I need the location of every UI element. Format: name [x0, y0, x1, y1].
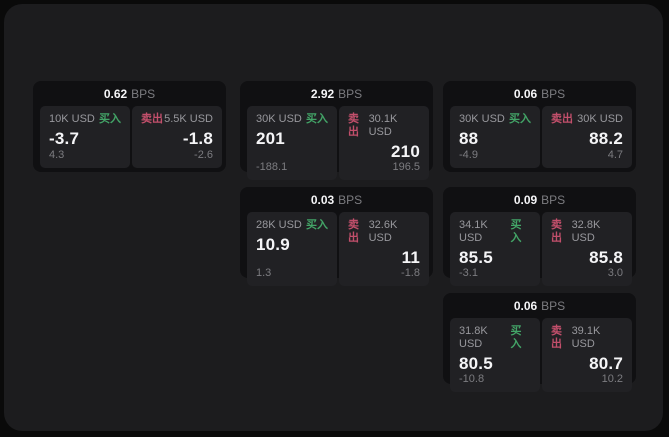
quote-card: 0.03 BPS 28K USD 买入 10.9 1.3 卖出 32.6K US… — [240, 187, 433, 286]
sell-side-label: 卖出 — [348, 219, 359, 244]
sell-panel[interactable]: 卖出 30.1K USD 210 196.5 — [339, 106, 429, 180]
buy-side-label: 买入 — [306, 113, 328, 125]
bps-value: 0.06 — [513, 86, 538, 101]
buy-panel[interactable]: 10K USD 买入 -3.7 4.3 — [40, 106, 130, 168]
sell-price-value: -1.8 — [182, 129, 213, 148]
bps-header: 0.03 BPS — [240, 187, 433, 212]
sell-price-value: 210 — [391, 142, 420, 161]
buy-panel[interactable]: 30K USD 买入 201 -188.1 — [247, 106, 337, 180]
buy-amount-label: 28K USD — [256, 219, 302, 231]
buy-price-value: 10.9 — [256, 235, 290, 254]
sell-amount-label: 32.8K USD — [571, 219, 601, 244]
bps-header: 2.92 BPS — [240, 81, 433, 106]
sell-change-value: 4.7 — [607, 149, 623, 161]
buy-panel[interactable]: 28K USD 买入 10.9 1.3 — [247, 212, 337, 286]
quote-card: 0.06 BPS 31.8K USD 买入 80.5 -10.8 卖出 39.1… — [443, 293, 636, 392]
sell-change-value: 10.2 — [601, 373, 623, 385]
bps-value: 0.09 — [513, 192, 538, 207]
bps-unit-label: BPS — [541, 192, 566, 207]
sell-price-value: 80.7 — [589, 354, 623, 373]
buy-price-value: 80.5 — [459, 354, 493, 373]
buy-panel[interactable]: 34.1K USD 买入 85.5 -3.1 — [450, 212, 540, 286]
sell-panel[interactable]: 卖出 32.6K USD 11 -1.8 — [339, 212, 429, 286]
quote-panels: 34.1K USD 买入 85.5 -3.1 卖出 32.8K USD 85.8… — [443, 212, 636, 290]
sell-side-label: 卖出 — [551, 113, 573, 125]
bps-unit-label: BPS — [541, 298, 566, 313]
bps-value: 0.62 — [103, 86, 128, 101]
buy-change-value: 1.3 — [256, 267, 272, 279]
sell-side-label: 卖出 — [141, 113, 163, 125]
quote-card: 0.62 BPS 10K USD 买入 -3.7 4.3 卖出 5.5K USD… — [33, 81, 226, 172]
buy-panel[interactable]: 30K USD 买入 88 -4.9 — [450, 106, 540, 168]
bps-header: 0.62 BPS — [33, 81, 226, 106]
bps-unit-label: BPS — [338, 192, 363, 207]
bps-unit-label: BPS — [541, 86, 566, 101]
sell-amount-label: 5.5K USD — [164, 113, 213, 125]
bps-unit-label: BPS — [338, 86, 363, 101]
buy-amount-label: 30K USD — [459, 113, 505, 125]
quote-card: 0.09 BPS 34.1K USD 买入 85.5 -3.1 卖出 32.8K… — [443, 187, 636, 286]
sell-side-label: 卖出 — [551, 325, 562, 350]
sell-panel[interactable]: 卖出 32.8K USD 85.8 3.0 — [542, 212, 632, 286]
bps-value: 0.06 — [513, 298, 538, 313]
sell-panel[interactable]: 卖出 30K USD 88.2 4.7 — [542, 106, 632, 168]
buy-change-value: -10.8 — [459, 373, 485, 385]
sell-panel[interactable]: 卖出 5.5K USD -1.8 -2.6 — [132, 106, 222, 168]
buy-panel[interactable]: 31.8K USD 买入 80.5 -10.8 — [450, 318, 540, 392]
quote-panels: 31.8K USD 买入 80.5 -10.8 卖出 39.1K USD 80.… — [443, 318, 636, 396]
sell-change-value: 196.5 — [392, 161, 420, 173]
buy-price-value: 85.5 — [459, 248, 493, 267]
buy-amount-label: 34.1K USD — [459, 219, 488, 244]
bps-header: 0.09 BPS — [443, 187, 636, 212]
buy-price-value: -3.7 — [49, 129, 80, 148]
buy-amount-label: 10K USD — [49, 113, 95, 125]
bps-header: 0.06 BPS — [443, 81, 636, 106]
quote-panels: 30K USD 买入 201 -188.1 卖出 30.1K USD 210 1… — [240, 106, 433, 184]
buy-side-label: 买入 — [510, 219, 522, 244]
app-window: 0.62 BPS 10K USD 买入 -3.7 4.3 卖出 5.5K USD… — [4, 4, 663, 431]
buy-price-value: 88 — [459, 129, 479, 148]
sell-change-value: 3.0 — [607, 267, 623, 279]
sell-side-label: 卖出 — [348, 113, 359, 138]
quote-panels: 10K USD 买入 -3.7 4.3 卖出 5.5K USD -1.8 -2.… — [33, 106, 226, 172]
sell-price-value: 11 — [401, 248, 420, 267]
sell-price-value: 85.8 — [589, 248, 623, 267]
buy-side-label: 买入 — [509, 113, 531, 125]
sell-panel[interactable]: 卖出 39.1K USD 80.7 10.2 — [542, 318, 632, 392]
bps-value: 2.92 — [310, 86, 335, 101]
buy-side-label: 买入 — [510, 325, 522, 350]
bps-value: 0.03 — [310, 192, 335, 207]
sell-amount-label: 32.6K USD — [368, 219, 398, 244]
buy-side-label: 买入 — [306, 219, 328, 231]
buy-change-value: -4.9 — [459, 149, 478, 161]
quote-panels: 30K USD 买入 88 -4.9 卖出 30K USD 88.2 4.7 — [443, 106, 636, 172]
sell-side-label: 卖出 — [551, 219, 562, 244]
sell-amount-label: 30K USD — [577, 113, 623, 125]
sell-price-value: 88.2 — [589, 129, 623, 148]
buy-side-label: 买入 — [99, 113, 121, 125]
quote-card: 0.06 BPS 30K USD 买入 88 -4.9 卖出 30K USD 8… — [443, 81, 636, 172]
sell-change-value: -2.6 — [194, 149, 213, 161]
bps-header: 0.06 BPS — [443, 293, 636, 318]
sell-amount-label: 30.1K USD — [368, 113, 398, 138]
sell-change-value: -1.8 — [401, 267, 420, 279]
sell-amount-label: 39.1K USD — [571, 325, 601, 350]
buy-change-value: 4.3 — [49, 149, 65, 161]
buy-price-value: 201 — [256, 129, 285, 148]
quote-card: 2.92 BPS 30K USD 买入 201 -188.1 卖出 30.1K … — [240, 81, 433, 180]
buy-amount-label: 31.8K USD — [459, 325, 488, 350]
buy-amount-label: 30K USD — [256, 113, 302, 125]
buy-change-value: -3.1 — [459, 267, 478, 279]
quote-panels: 28K USD 买入 10.9 1.3 卖出 32.6K USD 11 -1.8 — [240, 212, 433, 290]
buy-change-value: -188.1 — [256, 161, 288, 173]
bps-unit-label: BPS — [131, 86, 156, 101]
